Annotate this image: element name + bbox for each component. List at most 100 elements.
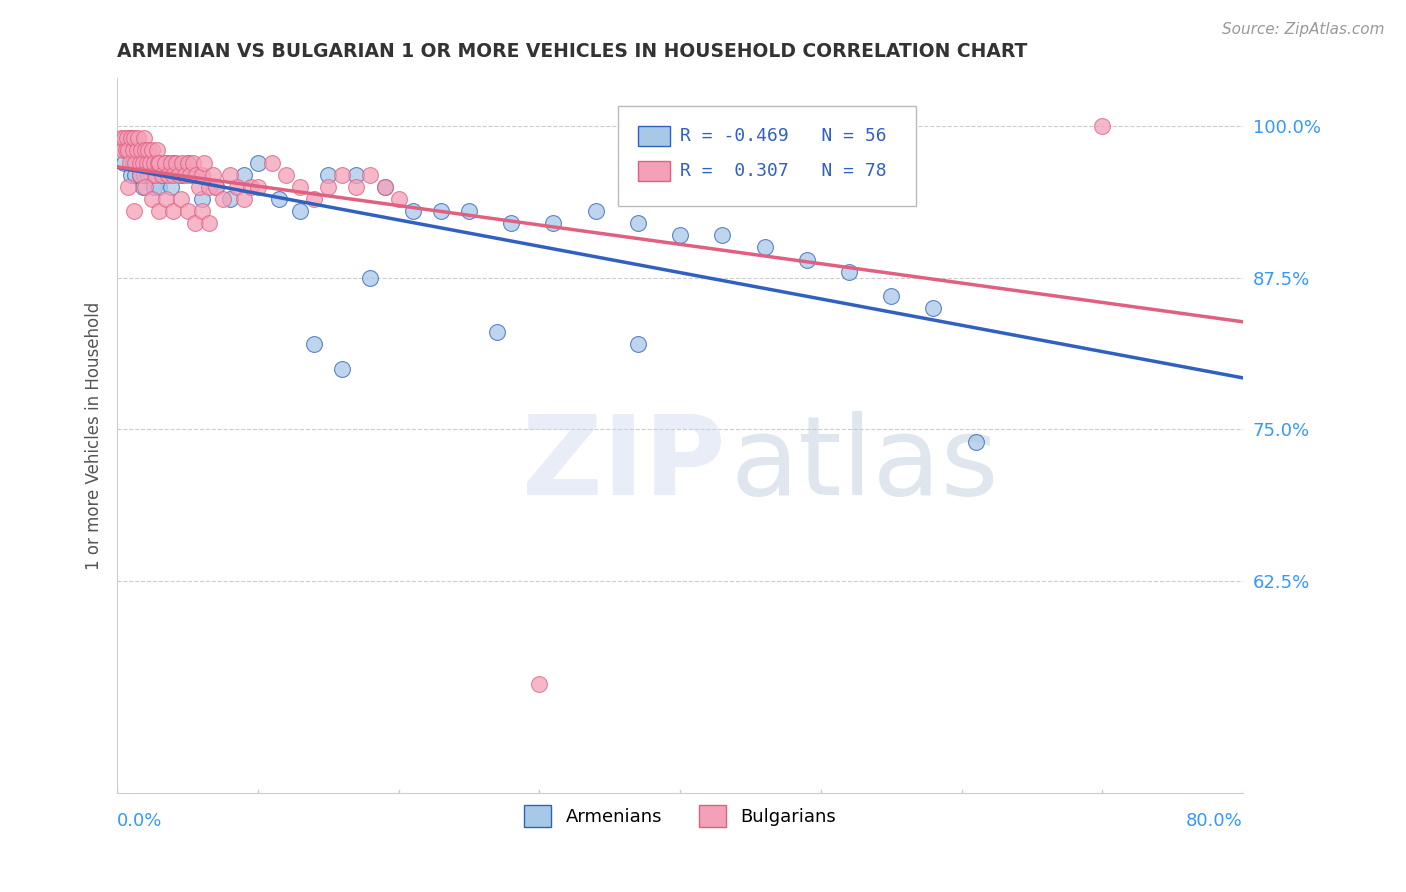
Point [132,168,155,182]
Point [124,155,146,169]
Point [187,179,209,194]
Point [128,168,150,182]
Point [179,168,201,182]
Point [239,179,262,194]
Point [838,265,860,279]
Point [148,155,170,169]
Point [330,361,353,376]
Point [125,144,148,158]
Point [627,216,650,230]
Text: ZIP: ZIP [523,410,725,517]
Point [430,204,453,219]
Point [145,168,167,182]
Point [165,155,187,169]
Point [117,179,139,194]
Point [176,155,198,169]
Point [204,179,226,194]
Point [388,192,411,206]
Point [190,204,212,219]
Point [344,168,367,182]
Point [543,216,565,230]
Point [486,326,509,340]
Point [125,155,148,169]
Point [274,168,297,182]
Point [159,179,181,194]
Point [184,168,207,182]
Point [141,192,163,206]
Point [402,204,425,219]
Point [131,155,153,169]
Point [181,155,204,169]
Point [193,155,215,169]
Point [127,131,149,145]
Point [135,155,157,169]
Point [176,204,198,219]
Text: Source: ZipAtlas.com: Source: ZipAtlas.com [1222,22,1385,37]
Point [118,131,141,145]
Point [232,168,254,182]
Text: R = -0.469   N = 56: R = -0.469 N = 56 [681,127,887,145]
Point [155,155,177,169]
Point [167,168,190,182]
Point [169,192,191,206]
Point [711,228,734,243]
Point [142,155,165,169]
Text: R =  0.307   N = 78: R = 0.307 N = 78 [681,162,887,180]
Legend: Armenians, Bulgarians: Armenians, Bulgarians [517,798,844,834]
Point [120,131,142,145]
FancyBboxPatch shape [619,106,917,206]
Point [458,204,481,219]
Point [173,168,195,182]
Point [128,168,150,182]
Point [159,155,181,169]
Point [129,155,152,169]
Point [169,168,191,182]
Point [131,179,153,194]
Point [669,228,692,243]
Point [134,155,156,169]
Point [150,168,173,182]
FancyBboxPatch shape [638,126,669,145]
Point [360,168,382,182]
Point [501,216,523,230]
Point [124,168,146,182]
Point [754,240,776,254]
Point [183,168,205,182]
Point [120,168,142,182]
Point [197,179,219,194]
Point [115,144,138,158]
Point [374,179,396,194]
Point [110,131,132,145]
Point [267,192,290,206]
Point [117,144,139,158]
Point [156,168,179,182]
Point [111,144,134,158]
Point [162,168,184,182]
Point [122,131,145,145]
Point [965,434,987,449]
Point [134,179,156,194]
Point [122,204,145,219]
Point [218,168,240,182]
Point [360,270,382,285]
Point [225,179,247,194]
FancyBboxPatch shape [638,161,669,181]
Point [112,155,135,169]
Point [288,204,311,219]
Point [128,155,150,169]
Point [146,155,169,169]
Point [148,204,170,219]
Point [118,155,141,169]
Point [344,179,367,194]
Point [139,155,162,169]
Point [260,155,283,169]
Point [330,168,353,182]
Point [134,144,156,158]
Point [627,337,650,351]
Point [139,168,162,182]
Point [302,337,325,351]
Point [190,168,212,182]
Point [316,179,339,194]
Point [129,144,152,158]
Point [218,192,240,206]
